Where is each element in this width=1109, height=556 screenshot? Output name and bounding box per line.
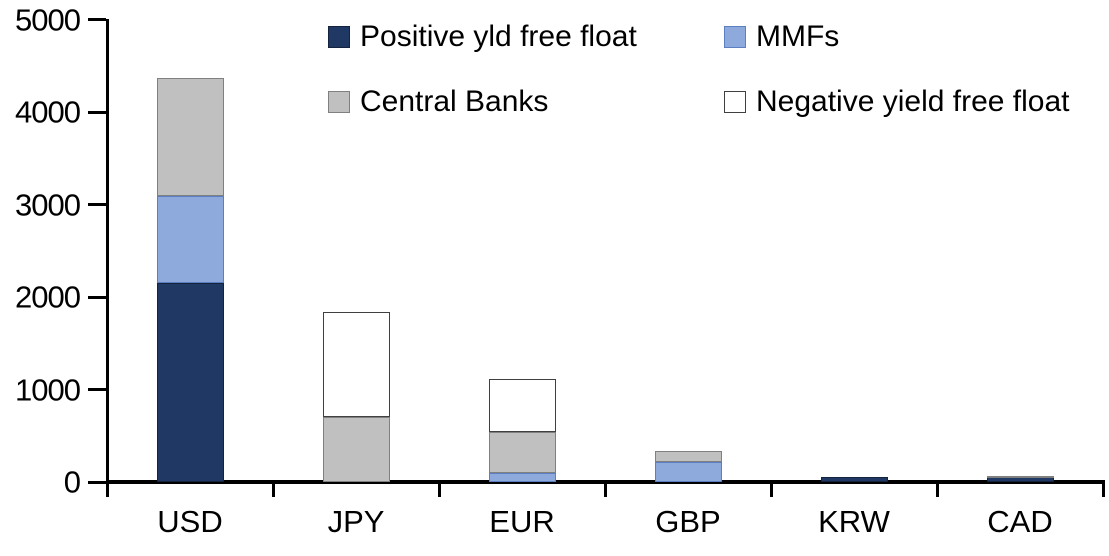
legend-item-negative-yield-free-float: Negative yield free float — [724, 85, 1070, 118]
y-axis-line — [106, 19, 109, 496]
x-axis-category-label: CAD — [987, 504, 1053, 539]
y-axis-tick — [88, 480, 106, 484]
bar-segment-gbp-2 — [654, 451, 722, 462]
x-axis-tick — [770, 480, 773, 497]
bar-segment-jpy-3 — [322, 311, 390, 418]
bar-segment-eur-3 — [488, 379, 556, 432]
y-axis-tick — [88, 388, 106, 391]
y-axis-tick-label: 2000 — [15, 279, 81, 315]
x-axis-category-label: JPY — [327, 504, 385, 539]
bar-segment-usd-1 — [156, 196, 224, 284]
x-axis-category-label: EUR — [489, 504, 555, 539]
y-axis-tick-label: 4000 — [15, 94, 81, 130]
x-axis-category-label: KRW — [818, 504, 890, 539]
legend-swatch-icon — [724, 91, 746, 113]
legend-label: Positive yld free float — [360, 20, 637, 53]
y-axis-tick — [88, 203, 106, 206]
legend-label: Negative yield free float — [756, 85, 1070, 118]
bar-segment-jpy-2 — [322, 417, 390, 482]
bar-segment-eur-2 — [488, 431, 556, 473]
x-axis-tick — [936, 480, 939, 497]
bar-segment-cad-0 — [986, 477, 1054, 482]
legend-swatch-icon — [328, 91, 350, 113]
y-axis-tick-label: 1000 — [15, 372, 81, 407]
legend-item-central-banks: Central Banks — [328, 85, 549, 118]
legend-swatch-icon — [328, 26, 350, 48]
x-axis-category-label: GBP — [655, 504, 721, 539]
x-axis-tick — [272, 480, 275, 497]
x-axis-category-label: USD — [157, 504, 223, 539]
bar-segment-eur-1 — [488, 472, 556, 482]
legend-label: MMFs — [756, 20, 840, 53]
legend-label: Central Banks — [360, 85, 549, 118]
legend-item-mmfs: MMFs — [724, 20, 840, 53]
legend-item-positive-yld-free-float: Positive yld free float — [328, 20, 637, 53]
x-axis-tick — [604, 480, 607, 497]
bar-segment-cad-2 — [986, 475, 1054, 478]
bar-segment-usd-2 — [156, 77, 224, 197]
bar-segment-usd-0 — [156, 283, 224, 482]
y-axis-tick — [88, 295, 106, 299]
y-axis-tick — [88, 110, 106, 114]
y-axis-tick — [88, 18, 106, 21]
x-axis-tick — [1102, 480, 1105, 497]
bar-segment-krw-0 — [820, 477, 888, 482]
y-axis-tick-label: 0 — [63, 464, 81, 500]
x-axis-tick — [106, 480, 109, 497]
x-axis-tick — [438, 480, 441, 497]
legend-swatch-icon — [724, 26, 746, 48]
y-axis-tick-label: 3000 — [15, 187, 81, 222]
bar-segment-gbp-1 — [654, 461, 722, 482]
y-axis-tick-label: 5000 — [15, 2, 81, 37]
